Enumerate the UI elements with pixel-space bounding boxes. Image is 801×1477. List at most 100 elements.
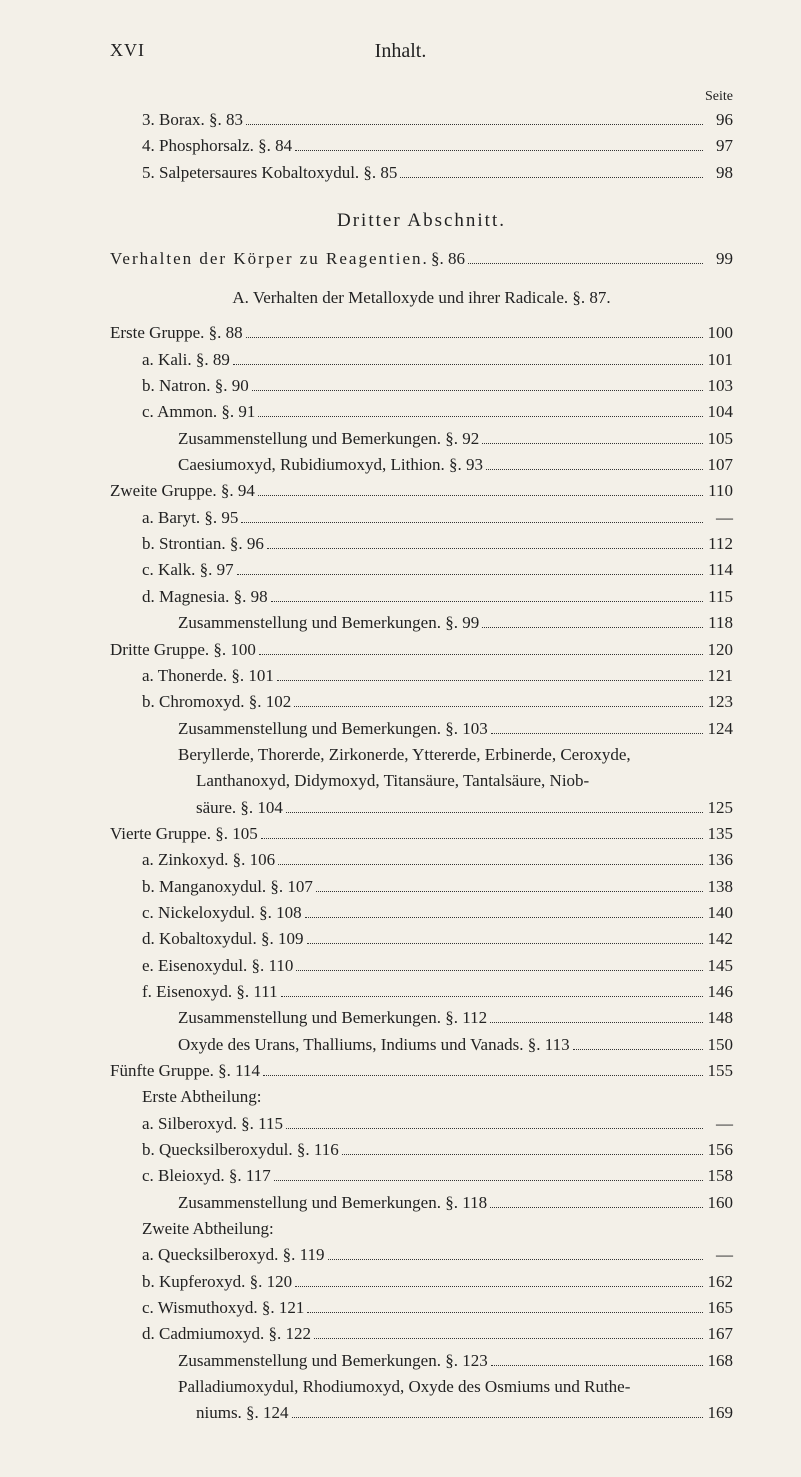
toc-multi-line: Palladiumoxydul, Rhodiumoxyd, Oxyde des … [110,1374,733,1427]
leader-dots [252,390,703,391]
toc-text: b. Quecksilberoxydul. §. 116 [142,1137,339,1163]
toc-line: c. Wismuthoxyd. §. 121 165 [110,1295,733,1321]
toc-page-number: 145 [705,953,733,979]
toc-text: Zusammenstellung und Bemerkungen. §. 92 [178,426,479,452]
leader-dots [307,943,704,944]
toc-page-number: 156 [705,1137,733,1163]
leader-dots [246,337,703,338]
toc-page-number: 96 [705,107,733,133]
toc-text: Zusammenstellung und Bemerkungen. §. 103 [178,716,488,742]
toc-text: c. Ammon. §. 91 [142,399,255,425]
toc-line: a. Baryt. §. 95— [110,505,733,531]
leader-dots [259,654,703,655]
seite-column-label: Seite [110,89,733,105]
toc-page-number: 110 [705,478,733,504]
toc-text: 3. Borax. §. 83 [142,107,243,133]
toc-text: Vierte Gruppe. §. 105 [110,821,258,847]
toc-line: c. Kalk. §. 97 114 [110,557,733,583]
toc-line: a. Thonerde. §. 101121 [110,663,733,689]
toc-line: 4. Phosphorsalz. §. 8497 [110,133,733,159]
toc-line: Zusammenstellung und Bemerkungen. §. 103… [110,716,733,742]
toc-line: b. Kupferoxyd. §. 120 162 [110,1269,733,1295]
leader-dots [271,601,703,602]
toc-line: d. Cadmiumoxyd. §. 122167 [110,1321,733,1347]
leader-dots [286,812,703,813]
leader-dots [314,1338,703,1339]
leader-dots [305,917,703,918]
toc-line: Fünfte Gruppe. §. 114155 [110,1058,733,1084]
toc-page-number: 114 [705,557,733,583]
toc-page-number: 138 [705,874,733,900]
toc-line: Erste Gruppe. §. 88100 [110,320,733,346]
toc-line: Zusammenstellung und Bemerkungen. §. 112… [110,1005,733,1031]
main-toc-list: Erste Gruppe. §. 88100a. Kali. §. 89101b… [110,320,733,1426]
toc-text: 5. Salpetersaures Kobaltoxydul. §. 85 [142,160,397,186]
toc-text: b. Kupferoxyd. §. 120 [142,1269,292,1295]
toc-line: Zusammenstellung und Bemerkungen. §. 118… [110,1190,733,1216]
toc-line: a. Quecksilberoxyd. §. 119— [110,1242,733,1268]
toc-page-number: 107 [705,452,733,478]
toc-multi-line: Beryllerde, Thorerde, Zirkonerde, Yttere… [110,742,733,821]
toc-page-number: 150 [705,1032,733,1058]
toc-page-number: 142 [705,926,733,952]
leader-dots [296,970,703,971]
toc-text: a. Zinkoxyd. §. 106 [142,847,275,873]
leader-dots [307,1312,703,1313]
toc-line: Zusammenstellung und Bemerkungen. §. 92 1… [110,426,733,452]
verhalten-line: Verhalten der Körper zu Reagentien. §. 8… [110,246,733,272]
toc-page-number: 168 [705,1348,733,1374]
toc-line: b. Natron. §. 90103 [110,373,733,399]
toc-line: c. Nickeloxydul. §. 108 140 [110,900,733,926]
pre-section-list: 3. Borax. §. 83 964. Phosphorsalz. §. 849… [110,107,733,186]
toc-page-number: 165 [705,1295,733,1321]
toc-page-number: 148 [705,1005,733,1031]
toc-line: b. Quecksilberoxydul. §. 116 156 [110,1137,733,1163]
toc-text: a. Silberoxyd. §. 115 [142,1111,283,1137]
toc-text: e. Eisenoxydul. §. 110 [142,953,293,979]
toc-page-number: 115 [705,584,733,610]
toc-line: a. Silberoxyd. §. 115— [110,1111,733,1137]
leader-dots [490,1022,703,1023]
toc-page-number: 97 [705,133,733,159]
toc-line: d. Magnesia. §. 98115 [110,584,733,610]
leader-dots [277,680,703,681]
leader-dots [491,733,703,734]
leader-dots [292,1417,703,1418]
toc-page-number: 167 [705,1321,733,1347]
toc-page-number: 120 [705,637,733,663]
toc-page-number: 160 [705,1190,733,1216]
toc-page-number: 140 [705,900,733,926]
toc-text: c. Bleioxyd. §. 117 [142,1163,271,1189]
toc-line: 5. Salpetersaures Kobaltoxydul. §. 8598 [110,160,733,186]
leader-dots [295,150,703,151]
toc-page-number: 121 [705,663,733,689]
toc-line: 3. Borax. §. 83 96 [110,107,733,133]
toc-text: c. Wismuthoxyd. §. 121 [142,1295,304,1321]
toc-line: a. Zinkoxyd. §. 106136 [110,847,733,873]
leader-dots [241,522,703,523]
toc-text: c. Kalk. §. 97 [142,557,234,583]
toc-page-number: 105 [705,426,733,452]
toc-page-number: 100 [705,320,733,346]
toc-line: Zusammenstellung und Bemerkungen. §. 991… [110,610,733,636]
leader-dots [490,1207,703,1208]
leader-dots [278,864,703,865]
toc-text: Dritte Gruppe. §. 100 [110,637,256,663]
toc-text: Oxyde des Urans, Thalliums, Indiums und … [178,1032,570,1058]
page-header: XVI Inhalt. [110,40,733,61]
toc-page-number: 162 [705,1269,733,1295]
leader-dots [286,1128,703,1129]
leader-dots [342,1154,703,1155]
leader-dots [491,1365,703,1366]
header-title: Inhalt. [375,40,427,63]
toc-text: c. Nickeloxydul. §. 108 [142,900,302,926]
toc-page-number: 146 [705,979,733,1005]
toc-page-number: — [705,505,733,531]
toc-text: d. Kobaltoxydul. §. 109 [142,926,304,952]
toc-text: Zusammenstellung und Bemerkungen. §. 118 [178,1190,487,1216]
toc-plain-line: Zweite Abtheilung: [110,1216,733,1242]
leader-dots [258,416,703,417]
toc-text: Zusammenstellung und Bemerkungen. §. 112 [178,1005,487,1031]
leader-dots [486,469,703,470]
page-roman-numeral: XVI [110,40,145,61]
